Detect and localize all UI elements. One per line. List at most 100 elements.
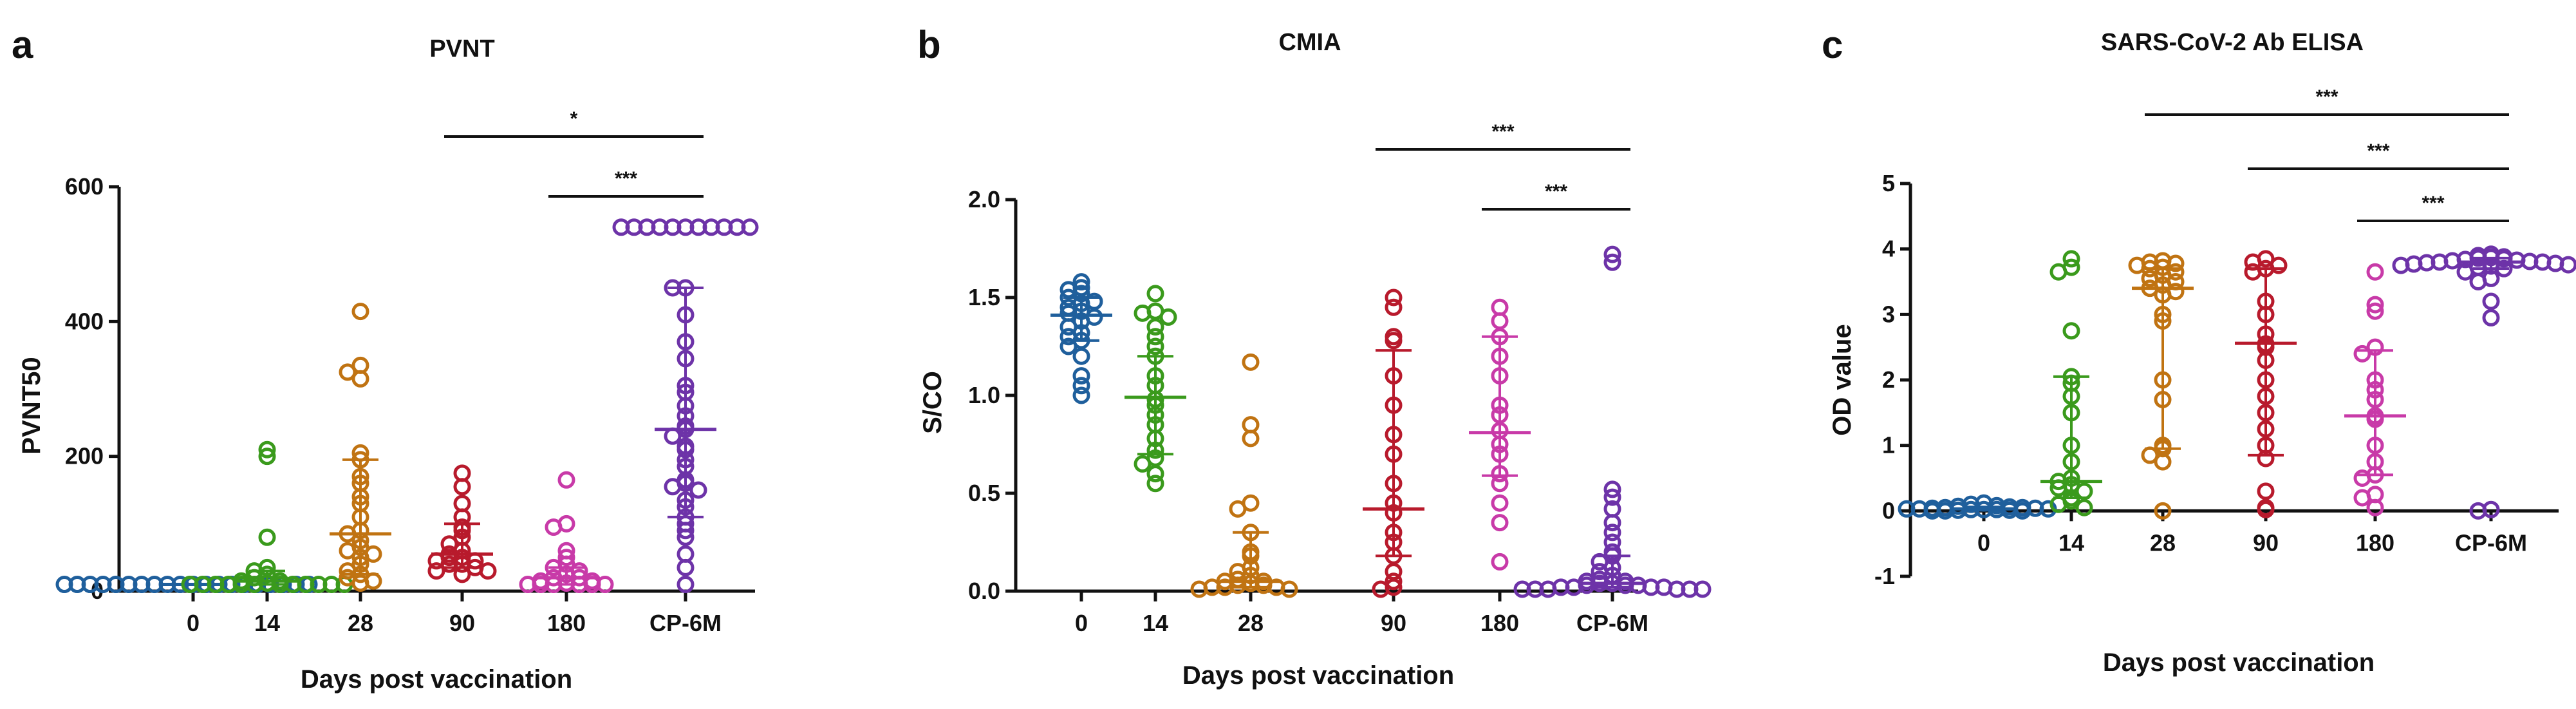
data-point — [1491, 494, 1509, 512]
data-point — [2353, 489, 2371, 507]
data-point — [1491, 514, 1509, 532]
x-tick-label: 90 — [2253, 529, 2279, 556]
series-28 — [2128, 252, 2194, 520]
data-point — [519, 576, 537, 594]
data-point — [2366, 263, 2384, 281]
data-point — [1242, 416, 1260, 434]
panel-a-pvnt: a PVNT PVNT50 Days post vaccination 0 200… — [12, 23, 759, 694]
data-point — [2353, 469, 2371, 487]
data-point — [1146, 328, 1164, 346]
y-tick-label: 2 — [1882, 366, 1895, 393]
series-90 — [2235, 250, 2297, 518]
series-180 — [1469, 298, 1531, 571]
significance-label: *** — [615, 168, 637, 189]
series-180 — [2344, 263, 2406, 516]
series-cp-6m — [2392, 245, 2576, 520]
data-point — [1146, 465, 1164, 483]
data-point — [2482, 308, 2500, 326]
data-point — [1603, 245, 1621, 263]
y-axis-label: PVNT50 — [17, 357, 46, 454]
data-point — [55, 576, 73, 594]
y-tick-label: 1.5 — [968, 284, 1000, 310]
data-point — [1491, 475, 1509, 493]
x-tick-label: 180 — [2356, 529, 2394, 556]
data-point — [2062, 250, 2080, 268]
x-tick-label: 28 — [1238, 610, 1264, 636]
data-point — [339, 363, 357, 381]
y-tick-label: 5 — [1882, 170, 1895, 196]
data-point — [440, 555, 458, 573]
x-tick-label: CP-6M — [1576, 610, 1648, 636]
series-0 — [1898, 494, 2057, 520]
series-14 — [2040, 250, 2102, 516]
x-tick-label: 14 — [254, 610, 280, 636]
data-point — [258, 448, 276, 466]
panel-letter: b — [917, 23, 941, 66]
data-point — [351, 303, 369, 321]
data-point — [677, 528, 695, 546]
panel-letter: a — [12, 23, 33, 66]
data-point — [1072, 347, 1090, 365]
data-point — [1072, 386, 1090, 404]
panel-c-elisa: c SARS-CoV-2 Ab ELISA OD value Days post… — [1822, 23, 2576, 677]
data-point — [2392, 256, 2410, 274]
significance-label: *** — [1491, 121, 1514, 142]
y-tick-label: 400 — [65, 308, 104, 334]
data-point — [557, 471, 575, 489]
data-point — [545, 518, 563, 536]
data-point — [2154, 453, 2172, 471]
x-tick-label: 0 — [1977, 529, 1990, 556]
data-point — [2366, 498, 2384, 516]
significance-label: *** — [2367, 140, 2389, 162]
series-28 — [330, 303, 391, 592]
y-tick-label: 0.5 — [968, 480, 1000, 506]
chart-title: SARS-CoV-2 Ab ELISA — [2101, 29, 2364, 56]
data-point — [1603, 514, 1621, 532]
data-point — [2257, 500, 2275, 518]
data-point — [2482, 292, 2500, 310]
data-point — [1280, 580, 1298, 598]
x-axis-label: Days post vaccination — [2103, 648, 2375, 677]
x-tick-label: 180 — [1480, 610, 1519, 636]
data-point — [1603, 524, 1621, 542]
series-90 — [427, 464, 497, 583]
data-point — [2141, 269, 2159, 287]
data-point — [1491, 312, 1509, 330]
y-tick-label: 1 — [1882, 432, 1895, 458]
x-axis-label: Days post vaccination — [301, 665, 572, 694]
series-14 — [1125, 285, 1186, 493]
data-point — [453, 565, 471, 583]
series-28 — [1190, 353, 1298, 598]
data-point — [1372, 580, 1390, 598]
data-point — [1923, 502, 1941, 520]
panel-letter: c — [1822, 23, 1843, 66]
significance-label: *** — [1545, 181, 1567, 202]
data-point — [2013, 502, 2031, 520]
data-point — [1072, 377, 1090, 395]
series-90 — [1363, 288, 1424, 598]
data-point — [1146, 318, 1164, 336]
chart-title: CMIA — [1278, 29, 1341, 56]
x-tick-label: 14 — [2058, 529, 2084, 556]
data-point — [2366, 296, 2384, 314]
x-tick-label: 0 — [1075, 610, 1088, 636]
data-point — [1072, 367, 1090, 385]
data-point — [1385, 332, 1403, 350]
data-point — [1385, 572, 1403, 591]
x-tick-label: 28 — [2150, 529, 2176, 556]
data-point — [1146, 337, 1164, 355]
x-axis-label: Days post vaccination — [1182, 661, 1454, 690]
y-tick-label: 2.0 — [968, 186, 1000, 213]
data-point — [258, 528, 276, 546]
data-point — [1242, 430, 1260, 448]
y-tick-label: 600 — [65, 173, 104, 200]
data-point — [664, 427, 682, 445]
significance-label: *** — [2315, 86, 2338, 108]
data-point — [1603, 488, 1621, 506]
data-point — [1159, 308, 1177, 326]
data-point — [557, 549, 575, 567]
x-tick-label: 180 — [547, 610, 586, 636]
data-point — [677, 576, 695, 594]
series-180 — [519, 471, 614, 594]
